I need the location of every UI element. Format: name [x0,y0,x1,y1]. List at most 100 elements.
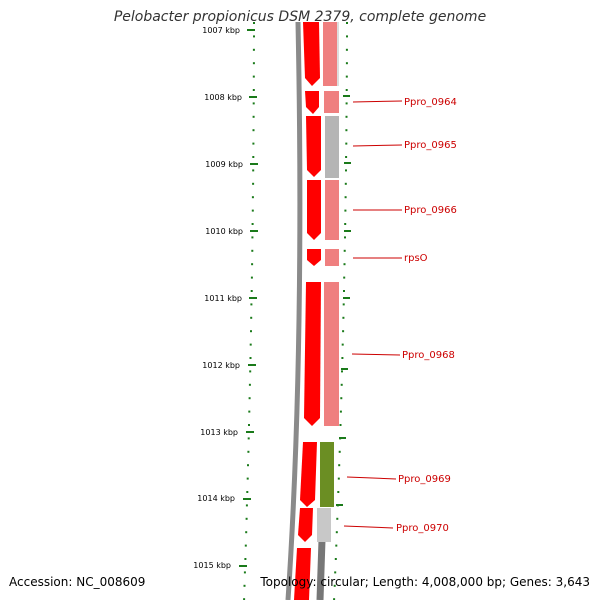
scale-dot [345,62,348,65]
scale-dot [345,102,348,105]
scale-dot [345,89,348,91]
scale-dot [340,397,343,400]
accession-text: Accession: NC_008609 [9,575,146,589]
scale-label-1010: 1010 kbp [205,227,243,236]
scale-dot [252,89,255,91]
scale-tick [250,230,258,232]
scale-dot [252,142,255,145]
scale-tick [249,297,257,299]
label-leaders [343,100,403,529]
scale-dot [250,303,253,306]
gene-feature-top-border [337,22,339,86]
map-title: Pelobacter propionicus DSM 2379, complet… [113,9,487,25]
scale-dot [244,558,247,560]
scale-dot [342,316,345,319]
scale-dot [253,22,255,24]
cds-arrow [307,180,321,240]
scale-dot [250,316,253,319]
scale-dot [251,196,254,199]
scale-dot [252,48,255,51]
scale-label-1009: 1009 kbp [205,160,243,169]
scale-dot [248,424,250,426]
cds-arrow [306,116,321,177]
scale-label-1011: 1011 kbp [204,294,242,303]
scale-dot [250,290,253,292]
scale-dot [252,129,255,132]
scale-dot [252,115,255,118]
gene-feature-ppro-0964 [324,91,339,113]
cds-arrow [294,548,311,600]
scale-dot [252,102,255,105]
scale-dot [251,209,254,212]
scale-dot [333,598,336,600]
scale-label-partial: 1007 kbp [202,26,240,35]
scale-dot [337,477,340,480]
genome-backbone-right [316,539,326,600]
gene-label[interactable]: Ppro_0965 [404,140,457,151]
scale-dot [341,357,344,359]
scale-dot [245,531,248,534]
scale-dot [341,343,344,346]
scale-dot [250,330,252,333]
scale-dot [345,142,348,145]
scale-dot [244,544,247,547]
scale-dot [336,517,339,520]
scale-dot [243,571,246,574]
scale-tick [250,163,258,165]
scale-tick [248,364,256,366]
gene-feature-ppro-0970 [317,508,331,542]
scale-dot [337,491,340,493]
scale-dot [343,249,346,252]
scale-label-1008: 1008 kbp [204,93,242,102]
scale-tick [247,29,255,31]
gene-label[interactable]: Ppro_0970 [396,523,449,534]
gene-label[interactable]: Ppro_0968 [402,350,455,361]
gene-feature-top [323,22,339,86]
scale-dot [341,370,343,373]
cds-arrow [300,442,317,507]
scale-dot [250,276,253,279]
scale-label-1014: 1014 kbp [197,494,235,503]
cds-arrow [305,91,319,114]
gene-labels: Ppro_0964 Ppro_0965 Ppro_0966 rpsO Ppro_… [396,97,457,534]
scale-dot [345,156,348,158]
scale-dot [247,450,250,453]
scale-dot [251,263,254,266]
scale-dot [248,383,251,386]
cds-arrow [304,282,321,426]
scale-dot [343,263,346,266]
scale-dot [335,544,338,547]
cds-arrow [307,249,321,266]
scale-dot [342,303,345,306]
scale-label-1013: 1013 kbp [200,428,238,437]
scale-dot [246,477,249,480]
scale-dot [345,115,348,118]
scale-dot [252,182,255,185]
scale-dot [344,209,347,212]
scale-dot [346,35,348,38]
scale-dot [249,343,252,346]
scale-dot [339,424,342,426]
scale-dot [243,598,246,600]
scale-dot [253,35,255,38]
genome-summary: Topology: circular; Length: 4,008,000 bp… [260,575,590,589]
scale-tick [246,431,254,433]
scale-dot [338,450,341,453]
scale-ticks: 1007 kbp 1008 kbp 1009 kbp 1010 kbp 1011… [193,26,258,570]
gene-label[interactable]: rpsO [404,253,428,264]
gene-label[interactable]: Ppro_0964 [404,97,457,108]
genome-backbone [285,21,303,600]
gene-label[interactable]: Ppro_0966 [404,205,457,216]
gene-feature-ppro-0966 [325,180,339,240]
scale-dot [243,584,246,587]
scale-tick [243,498,251,500]
scale-label-1015: 1015 kbp [193,561,231,570]
gene-label[interactable]: Ppro_0969 [398,474,451,485]
right-tick-marks [336,95,351,506]
scale-dot [247,464,249,467]
scale-dot [344,196,347,199]
scale-dot [251,249,254,252]
scale-dot [335,531,338,534]
gene-features [317,22,339,542]
